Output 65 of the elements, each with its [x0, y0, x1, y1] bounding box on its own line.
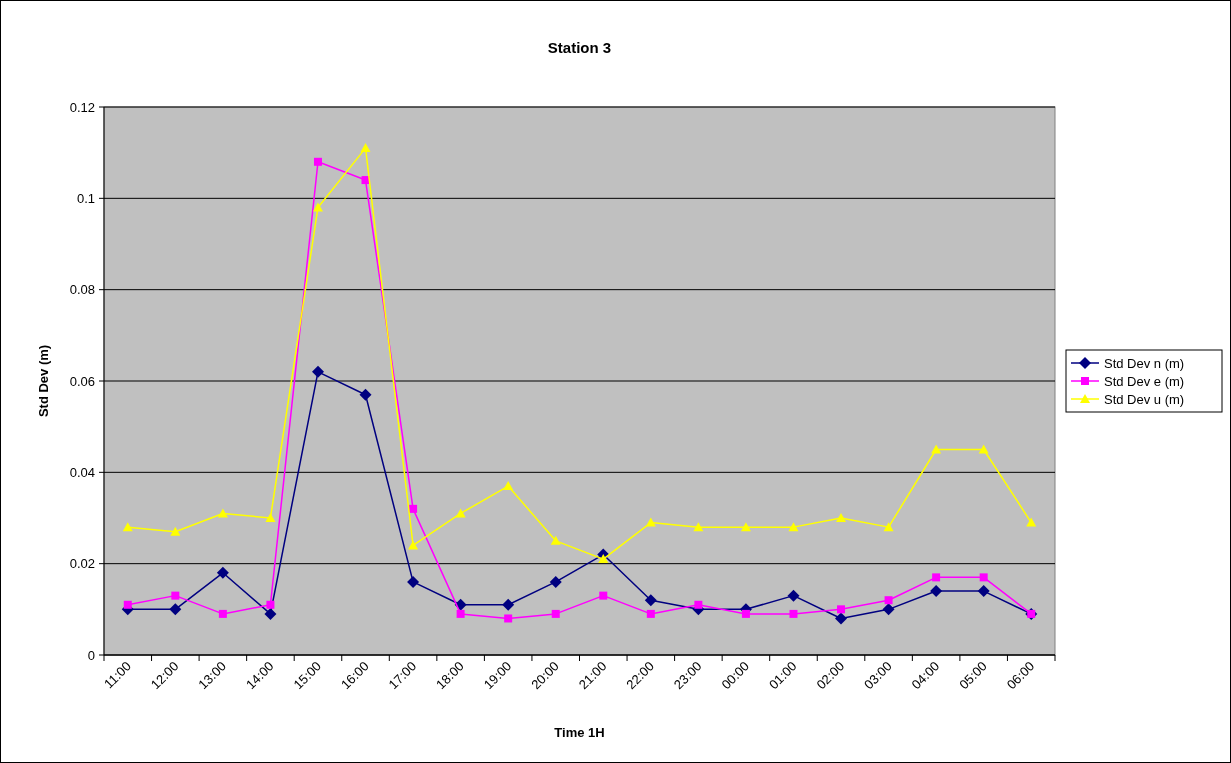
point — [217, 508, 228, 518]
y-tick-label: 0.04 — [69, 464, 95, 480]
point — [1026, 517, 1037, 527]
point — [360, 143, 371, 153]
point — [930, 585, 943, 598]
point — [599, 591, 608, 600]
point — [169, 603, 182, 616]
point — [265, 513, 276, 522]
point — [694, 600, 703, 609]
point — [264, 607, 277, 620]
y-axis-title: Std Dev (m) — [36, 344, 51, 418]
point — [123, 600, 132, 609]
point — [837, 605, 846, 614]
y-tick-label: 0.08 — [69, 282, 95, 298]
point — [835, 612, 848, 625]
point — [932, 573, 941, 582]
point — [503, 481, 514, 491]
point — [883, 522, 894, 532]
y-tick-label: 0 — [87, 647, 95, 663]
point — [788, 522, 799, 532]
point — [504, 614, 513, 623]
legend-label: Std Dev n (m) — [1104, 355, 1185, 371]
point — [359, 388, 372, 401]
point — [884, 596, 893, 605]
point — [170, 526, 181, 536]
point — [978, 444, 989, 454]
point — [311, 365, 324, 378]
point — [741, 609, 750, 618]
point — [216, 566, 229, 579]
point — [456, 609, 465, 618]
point — [549, 575, 562, 588]
point — [218, 609, 227, 618]
point — [409, 504, 418, 513]
legend-label: Std Dev u (m) — [1104, 391, 1185, 407]
point — [789, 609, 798, 618]
chart-title: Station 3 — [547, 39, 612, 56]
y-tick-label: 0.12 — [69, 99, 95, 115]
legend-label: Std Dev e (m) — [1104, 373, 1185, 389]
y-tick-label: 0.06 — [69, 373, 95, 389]
point — [455, 508, 466, 518]
x-axis-title: Time 1H — [554, 725, 605, 740]
point — [313, 157, 322, 166]
point — [551, 609, 560, 618]
point — [312, 202, 323, 212]
point — [266, 600, 275, 609]
point — [502, 598, 515, 611]
point — [408, 540, 419, 550]
point — [693, 522, 704, 532]
point — [407, 575, 420, 588]
point — [598, 554, 609, 564]
point — [977, 585, 990, 598]
point — [122, 522, 133, 532]
point — [645, 517, 656, 527]
point — [836, 513, 847, 522]
point — [979, 573, 988, 582]
point — [740, 522, 751, 532]
point — [644, 594, 657, 607]
point — [787, 589, 800, 602]
y-tick-label: 0.1 — [76, 190, 95, 206]
point — [646, 609, 655, 618]
point — [931, 444, 942, 454]
y-tick-label: 0.02 — [69, 556, 95, 572]
point — [550, 535, 561, 545]
point — [171, 591, 180, 600]
point — [882, 603, 895, 616]
